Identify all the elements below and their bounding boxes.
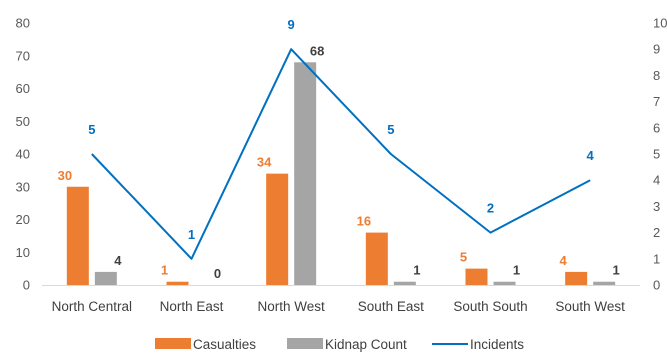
legend: Casualties Kidnap Count Incidents xyxy=(155,337,524,352)
incidents-line xyxy=(91,48,591,260)
category-label: North West xyxy=(258,299,326,314)
casualties-bar xyxy=(166,281,189,285)
right-axis-tick-label: 9 xyxy=(653,42,660,57)
right-axis: 0 1 2 3 4 5 6 7 8 9 10 xyxy=(653,16,667,293)
right-axis-tick-label: 8 xyxy=(653,68,660,83)
left-axis: 0 10 20 30 40 50 60 70 80 xyxy=(16,16,30,293)
incidents-data-label: 5 xyxy=(387,122,394,137)
left-axis-tick-label: 80 xyxy=(16,16,30,31)
casualties-data-label: 4 xyxy=(560,253,568,268)
casualties-data-label: 34 xyxy=(257,155,272,170)
kidnap-count-bar xyxy=(593,281,616,285)
incidents-data-label: 4 xyxy=(587,148,595,163)
left-axis-tick-label: 10 xyxy=(16,245,30,260)
left-axis-tick-label: 40 xyxy=(16,147,30,162)
legend-label: Casualties xyxy=(193,337,256,352)
category-labels: North Central North East North West South E… xyxy=(52,299,625,314)
casualties-data-label: 16 xyxy=(357,214,371,229)
legend-label: Kidnap Count xyxy=(325,337,407,352)
casualties-bar xyxy=(365,232,388,285)
left-axis-tick-label: 30 xyxy=(16,179,30,194)
casualties-data-label: 1 xyxy=(161,263,168,278)
casualties-bar xyxy=(266,173,289,285)
right-axis-tick-label: 0 xyxy=(653,278,660,293)
right-axis-tick-label: 4 xyxy=(653,173,660,188)
category-label: South East xyxy=(358,299,424,314)
casualties-data-label: 30 xyxy=(58,168,72,183)
incidents-data-label: 2 xyxy=(487,201,494,216)
casualties-bar xyxy=(66,186,89,285)
kidnap-count-data-label: 1 xyxy=(513,263,520,278)
legend-label: Incidents xyxy=(470,337,524,352)
right-axis-tick-label: 5 xyxy=(653,147,660,162)
kidnap-count-bar xyxy=(393,281,416,285)
kidnap-count-bar xyxy=(493,281,516,285)
casualties-data-label: 5 xyxy=(460,250,467,265)
right-axis-tick-label: 2 xyxy=(653,225,660,240)
right-axis-tick-label: 3 xyxy=(653,199,660,214)
kidnap-count-data-label: 0 xyxy=(214,266,221,281)
category-label: South South xyxy=(453,299,527,314)
casualties-bar xyxy=(565,271,588,285)
right-axis-tick-label: 7 xyxy=(653,94,660,109)
incidents-data-label: 1 xyxy=(188,227,195,242)
kidnap-count-bar xyxy=(94,271,117,285)
kidnap-count-data-label: 1 xyxy=(413,263,420,278)
category-label: South West xyxy=(555,299,625,314)
left-axis-tick-label: 0 xyxy=(23,278,30,293)
right-axis-tick-label: 10 xyxy=(653,16,667,31)
kidnap-count-data-label: 4 xyxy=(114,253,122,268)
plot-area: 30 4 1 0 34 68 16 1 5 1 4 1 5 1 9 5 2 4 xyxy=(42,17,640,286)
legend-swatch xyxy=(155,338,191,349)
legend-swatch xyxy=(287,338,323,349)
category-label: North Central xyxy=(52,299,132,314)
incidents-data-label: 9 xyxy=(288,17,295,32)
kidnap-count-data-label: 68 xyxy=(310,43,324,58)
left-axis-tick-label: 50 xyxy=(16,114,30,129)
left-axis-tick-label: 20 xyxy=(16,212,30,227)
right-axis-tick-label: 6 xyxy=(653,120,660,135)
category-label: North East xyxy=(160,299,224,314)
casualties-bar xyxy=(465,268,488,285)
kidnap-count-data-label: 1 xyxy=(613,263,620,278)
kidnap-count-bar xyxy=(294,62,317,285)
right-axis-tick-label: 1 xyxy=(653,251,660,266)
left-axis-tick-label: 60 xyxy=(16,81,30,96)
left-axis-tick-label: 70 xyxy=(16,48,30,63)
incidents-data-label: 5 xyxy=(88,122,95,137)
